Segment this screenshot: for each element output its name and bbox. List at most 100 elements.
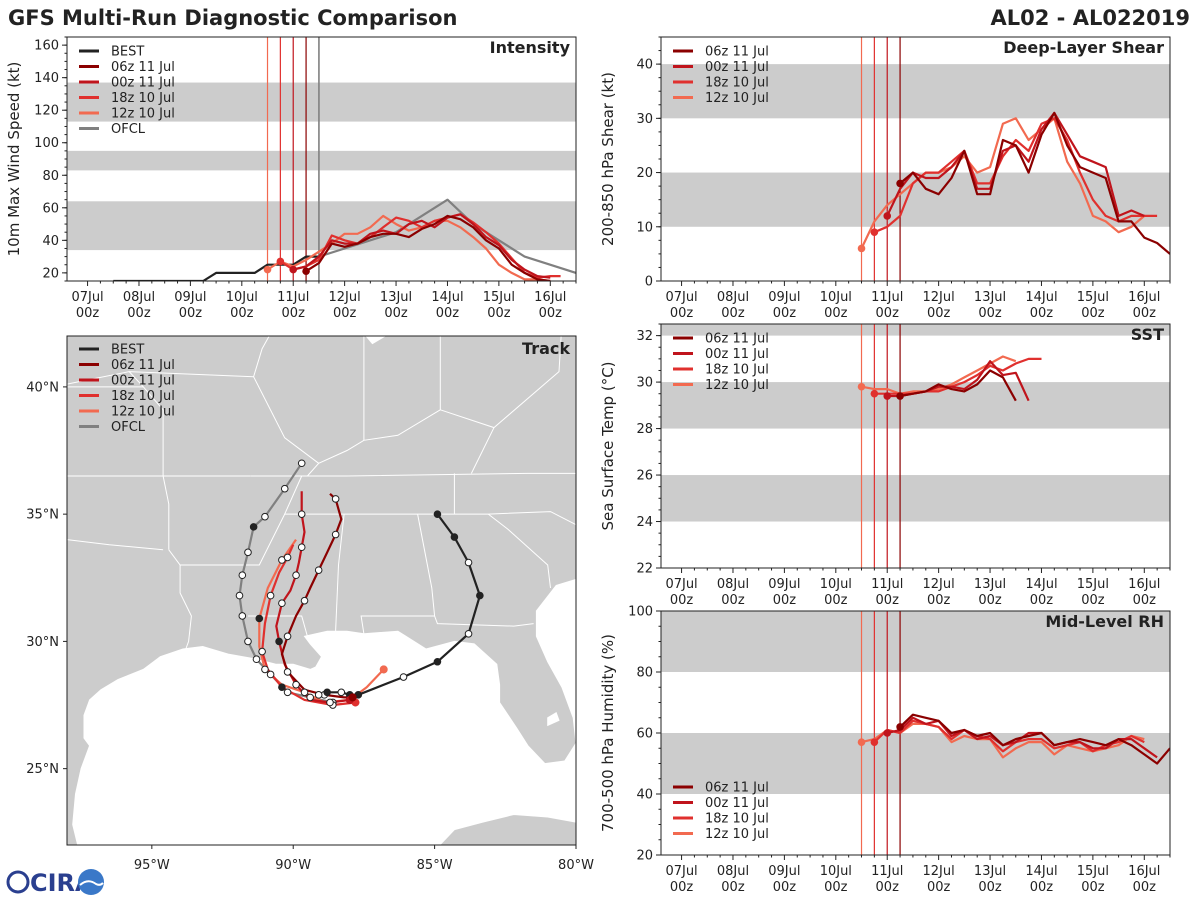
track-point-best-11 — [314, 691, 323, 699]
shear-xtick-date-5: 12Jul — [923, 290, 955, 305]
sst-xtick-hour-8: 00z — [1081, 593, 1105, 608]
track-point-ofcl-6 — [235, 591, 244, 600]
intensity-ytick-label-6: 140 — [34, 71, 59, 86]
intensity-xtick-date-3: 10Jul — [226, 290, 258, 305]
shear-series-06z-11-jul — [899, 111, 1170, 255]
sst-xtick-date-6: 13Jul — [974, 577, 1006, 592]
intensity-xtick-date-9: 16Jul — [534, 290, 566, 305]
sst-band-1 — [661, 382, 1170, 429]
sst-xtick-date-2: 09Jul — [768, 577, 800, 592]
track-point-18z-10-jul-1 — [283, 553, 292, 562]
track-point-00z-11-jul-7 — [278, 599, 286, 608]
track-point-ofcl-9 — [252, 655, 261, 664]
rh-xtick-hour-4: 00z — [876, 880, 900, 895]
rh-marker-00z-11-jul — [883, 729, 892, 737]
intensity-ytick-label-1: 40 — [42, 234, 59, 249]
rh-xtick-hour-8: 00z — [1081, 880, 1105, 895]
track-xtick-label-3: 80°W — [558, 858, 594, 873]
state-border-5 — [168, 511, 576, 566]
rh-xtick-hour-9: 00z — [1133, 880, 1157, 895]
track-point-00z-11-jul-13 — [326, 698, 334, 707]
track-point-ofcl-8 — [244, 637, 252, 646]
state-border-10 — [434, 615, 534, 627]
track-point-best-9 — [337, 688, 346, 697]
sst-legend-label-00z-11-jul: 00z 11 Jul — [705, 347, 769, 362]
track-line-06z-11-jul — [280, 492, 353, 699]
track-ytick-label-2: 35°N — [26, 508, 59, 523]
rh-xtick-date-4: 11Jul — [871, 864, 903, 879]
intensity-marker-06z-11-jul — [302, 267, 310, 276]
sst-xtick-date-9: 16Jul — [1128, 577, 1160, 592]
rh-ytick-label-1: 40 — [636, 788, 653, 803]
intensity-legend-label-18z-10-jul: 18z 10 Jul — [111, 91, 175, 106]
rh-xtick-hour-5: 00z — [927, 880, 951, 895]
sst-plot-area — [661, 324, 1170, 568]
rh-ylabel: 700-500 hPa Humidity (%) — [599, 634, 617, 832]
figure-title: GFS Multi-Run Diagnostic Comparison — [8, 6, 457, 30]
sst-ytick-label-3: 28 — [636, 422, 653, 437]
lake-okeechobee — [547, 711, 560, 727]
sst-xtick-hour-6: 00z — [978, 593, 1002, 608]
sst-ytick-label-0: 22 — [636, 562, 653, 577]
rh-xtick-hour-2: 00z — [773, 880, 797, 895]
shear-ylabel: 200-850 hPa Shear (kt) — [599, 72, 617, 246]
track-point-ofcl-10 — [266, 670, 275, 679]
shear-xtick-hour-3: 00z — [824, 306, 848, 321]
sst-xtick-date-1: 08Jul — [717, 577, 749, 592]
rh-marker-18z-10-jul — [870, 738, 879, 746]
sst-ytick-label-1: 24 — [636, 515, 653, 530]
sst-xtick-date-7: 14Jul — [1025, 577, 1057, 592]
rh-title: Mid-Level RH — [1045, 612, 1164, 631]
track-point-ofcl-11 — [283, 688, 292, 697]
shear-marker-18z-10-jul — [870, 228, 879, 236]
shear-xtick-hour-9: 00z — [1133, 306, 1157, 321]
track-point-12z-10-jul-7 — [300, 688, 309, 697]
track-legend-label-12z-10-jul: 12z 10 Jul — [111, 405, 175, 420]
track-map-content — [67, 336, 576, 845]
state-border-18 — [67, 539, 164, 551]
shear-ytick-label-0: 0 — [645, 275, 653, 290]
intensity-series-12z-10-jul — [266, 214, 551, 281]
sst-xtick-hour-2: 00z — [773, 593, 797, 608]
track-point-best-1 — [450, 533, 459, 541]
shear-xtick-date-3: 10Jul — [820, 290, 852, 305]
rh-xtick-date-0: 07Jul — [665, 864, 697, 879]
intensity-marker-18z-10-jul — [276, 257, 285, 266]
sst-ytick-label-2: 26 — [636, 469, 653, 484]
track-legend-label-00z-11-jul: 00z 11 Jul — [111, 374, 175, 389]
shear-plot-content — [661, 37, 1170, 281]
rh-ytick-label-2: 60 — [636, 727, 653, 742]
intensity-legend-label-06z-11-jul: 06z 11 Jul — [111, 60, 175, 75]
track-point-best-0 — [433, 510, 442, 518]
sst-xtick-hour-9: 00z — [1133, 593, 1157, 608]
shear-series-12z-10-jul — [860, 117, 1146, 249]
intensity-marker-00z-11-jul — [289, 265, 298, 274]
track-point-18z-10-jul-7 — [278, 683, 286, 692]
track-point-00z-11-jul-5 — [292, 571, 300, 580]
sst-marker-18z-10-jul — [870, 389, 879, 398]
cuba — [439, 813, 576, 845]
track-xtick-label-0: 95°W — [134, 858, 170, 873]
track-point-12z-10-jul-5 — [261, 665, 269, 674]
state-border-2 — [128, 371, 164, 476]
track-point-best-2 — [464, 558, 473, 567]
shear-xtick-hour-1: 00z — [721, 306, 745, 321]
track-ytick-label-0: 25°N — [26, 762, 59, 777]
track-point-06z-11-jul-7 — [300, 596, 309, 605]
rh-band-1 — [661, 611, 1170, 672]
sst-xtick-date-3: 10Jul — [820, 577, 852, 592]
track-point-ofcl-3 — [249, 523, 258, 531]
shear-xtick-date-1: 08Jul — [717, 290, 749, 305]
rh-xtick-date-2: 09Jul — [768, 864, 800, 879]
intensity-xtick-date-0: 07Jul — [71, 290, 103, 305]
intensity-ytick-label-7: 160 — [34, 39, 59, 54]
track-point-18z-10-jul-5 — [258, 647, 266, 656]
state-border-11 — [487, 513, 551, 589]
sst-ylabel: Sea Surface Temp (°C) — [599, 361, 617, 530]
track-title: Track — [522, 339, 570, 358]
intensity-xtick-hour-5: 00z — [333, 306, 357, 321]
track-point-best-3 — [476, 591, 484, 600]
state-border-14 — [493, 336, 562, 428]
sst-xtick-hour-5: 00z — [927, 593, 951, 608]
intensity-legend-label-00z-11-jul: 00z 11 Jul — [111, 76, 175, 91]
